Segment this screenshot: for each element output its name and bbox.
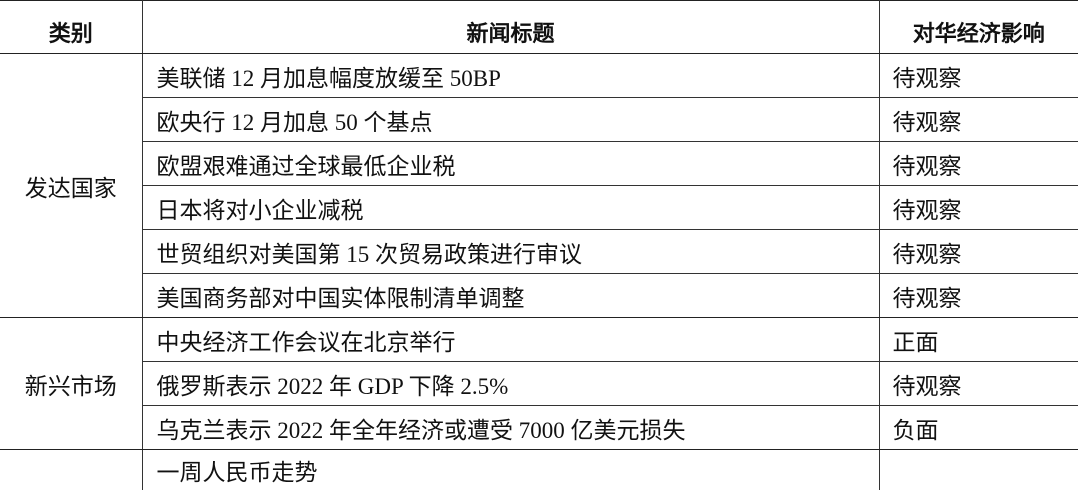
table-row: 欧央行 12 月加息 50 个基点 待观察 — [0, 97, 1078, 142]
table-row: 发达国家 美联储 12 月加息幅度放缓至 50BP 待观察 — [0, 53, 1078, 318]
table-row: 一周人民币走势 — [0, 449, 1078, 491]
table-header-row: 类别 新闻标题 对华经济影响 — [0, 0, 1078, 54]
impact-cell: 待观察 — [879, 361, 1078, 406]
news-title-cell: 美国商务部对中国实体限制清单调整 — [142, 273, 880, 318]
news-table: 类别 新闻标题 对华经济影响 发达国家 美联储 12 月加息幅度放缓至 50BP… — [0, 0, 1078, 490]
table-row: 欧盟艰难通过全球最低企业税 待观察 — [0, 141, 1078, 186]
impact-cell: 待观察 — [879, 185, 1078, 230]
impact-cell: 待观察 — [879, 141, 1078, 186]
news-title-cell: 乌克兰表示 2022 年全年经济或遭受 7000 亿美元损失 — [142, 405, 880, 450]
table-row: 美国商务部对中国实体限制清单调整 待观察 — [0, 273, 1078, 318]
impact-cell: 待观察 — [879, 53, 1078, 98]
impact-cell — [879, 450, 1078, 491]
news-title-cell: 日本将对小企业减税 — [142, 185, 880, 230]
news-title-cell: 欧央行 12 月加息 50 个基点 — [142, 97, 880, 142]
category-cell: 新兴市场 — [0, 317, 143, 450]
header-title: 新闻标题 — [142, 0, 880, 54]
news-title-cell: 一周人民币走势 — [142, 449, 880, 490]
table-row: 乌克兰表示 2022 年全年经济或遭受 7000 亿美元损失 负面 — [0, 405, 1078, 450]
table-row: 世贸组织对美国第 15 次贸易政策进行审议 待观察 — [0, 229, 1078, 274]
news-title-cell: 欧盟艰难通过全球最低企业税 — [142, 141, 880, 186]
news-title-cell: 俄罗斯表示 2022 年 GDP 下降 2.5% — [142, 361, 880, 406]
header-impact: 对华经济影响 — [879, 0, 1078, 54]
table-row: 俄罗斯表示 2022 年 GDP 下降 2.5% 待观察 — [0, 361, 1078, 406]
category-cell — [0, 449, 143, 490]
header-category: 类别 — [0, 0, 143, 54]
impact-cell: 待观察 — [879, 273, 1078, 318]
impact-cell: 待观察 — [879, 229, 1078, 274]
table-row: 日本将对小企业减税 待观察 — [0, 185, 1078, 230]
impact-cell: 负面 — [879, 405, 1078, 450]
impact-cell: 正面 — [879, 317, 1078, 362]
news-title-cell: 中央经济工作会议在北京举行 — [142, 317, 880, 362]
news-title-cell: 美联储 12 月加息幅度放缓至 50BP — [142, 53, 880, 98]
news-title-cell: 世贸组织对美国第 15 次贸易政策进行审议 — [142, 229, 880, 274]
category-cell: 发达国家 — [0, 53, 143, 318]
impact-cell: 待观察 — [879, 97, 1078, 142]
table-row: 新兴市场 中央经济工作会议在北京举行 正面 — [0, 317, 1078, 450]
